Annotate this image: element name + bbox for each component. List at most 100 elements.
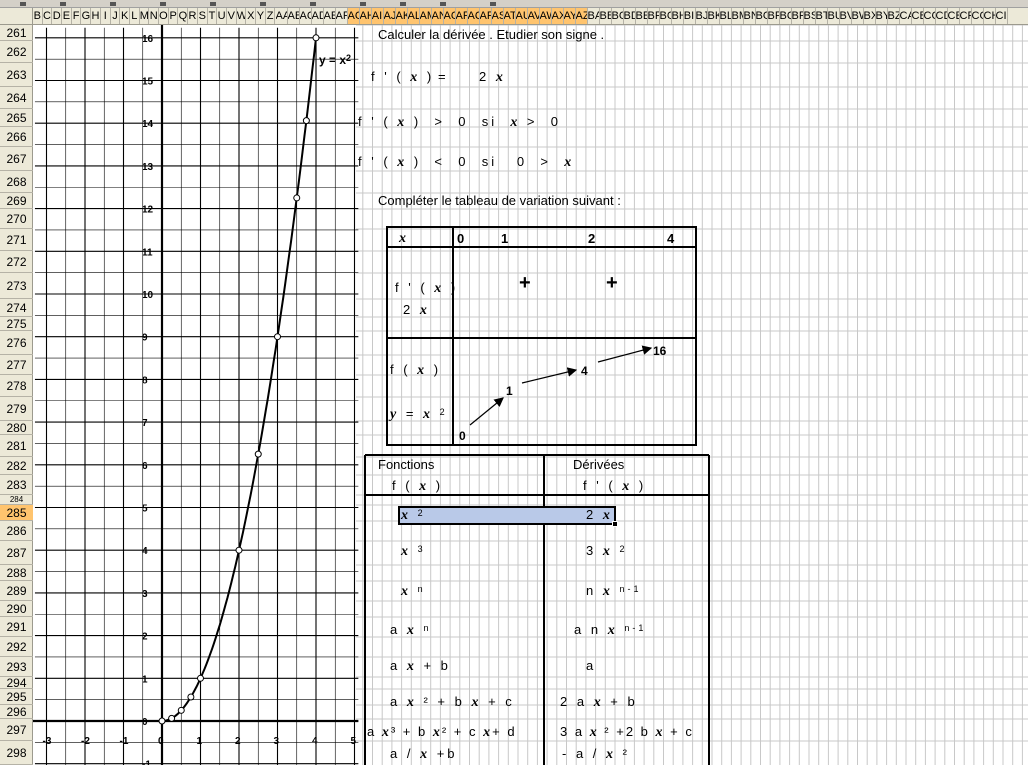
- row-header-cell[interactable]: 279: [0, 397, 33, 421]
- column-header-cell[interactable]: C: [43, 8, 53, 24]
- column-header-cell[interactable]: BU: [828, 8, 840, 24]
- column-header-cell[interactable]: BI: [684, 8, 696, 24]
- row-header-cell[interactable]: 298: [0, 741, 33, 765]
- column-header-cell[interactable]: AN: [431, 8, 444, 24]
- column-header-cell[interactable]: H: [91, 8, 101, 24]
- column-header-cell[interactable]: AB: [288, 8, 300, 24]
- column-header-cell[interactable]: W: [237, 8, 247, 24]
- column-header-cell[interactable]: AD: [312, 8, 324, 24]
- row-header-cell[interactable]: 263: [0, 63, 33, 87]
- column-header-cell[interactable]: Z: [266, 8, 276, 24]
- column-header-cell[interactable]: BX: [864, 8, 876, 24]
- row-header-cell[interactable]: 267: [0, 147, 33, 171]
- column-header-cell[interactable]: BB: [600, 8, 612, 24]
- row-header-cell[interactable]: 292: [0, 637, 33, 657]
- column-header-cell[interactable]: BS: [804, 8, 816, 24]
- column-header-cell[interactable]: AJ: [383, 8, 396, 24]
- row-header-cell[interactable]: 288: [0, 565, 33, 581]
- column-header-cell[interactable]: X: [246, 8, 257, 24]
- column-header-cell[interactable]: L: [130, 8, 140, 24]
- row-header-cell[interactable]: 285: [0, 505, 33, 521]
- column-header-cell[interactable]: BE: [636, 8, 648, 24]
- column-header-cell[interactable]: O: [159, 8, 169, 24]
- row-header-cell[interactable]: 271: [0, 229, 33, 251]
- column-header-cell[interactable]: BV: [840, 8, 852, 24]
- row-header-cell[interactable]: 290: [0, 601, 33, 617]
- row-header-cell[interactable]: 294: [0, 677, 33, 689]
- column-header-cell[interactable]: CI: [996, 8, 1008, 24]
- column-header-cell[interactable]: I: [101, 8, 111, 24]
- column-header-cell[interactable]: AE: [324, 8, 336, 24]
- row-header-cell[interactable]: 275: [0, 317, 33, 331]
- fill-handle[interactable]: [612, 521, 618, 527]
- row-header-cell[interactable]: 276: [0, 331, 33, 355]
- column-header-cell[interactable]: AH: [359, 8, 372, 24]
- column-header-cell[interactable]: AI: [371, 8, 384, 24]
- column-header-cell[interactable]: F: [72, 8, 82, 24]
- column-header-cell[interactable]: AU: [515, 8, 528, 24]
- select-all-corner[interactable]: [0, 8, 33, 24]
- row-header-cell[interactable]: 278: [0, 375, 33, 397]
- column-header-cell[interactable]: S: [198, 8, 208, 24]
- column-header-cell[interactable]: R: [188, 8, 198, 24]
- column-header-cell[interactable]: BJ: [696, 8, 708, 24]
- row-header-cell[interactable]: 289: [0, 581, 33, 601]
- column-header-cell[interactable]: P: [169, 8, 179, 24]
- column-header-cell[interactable]: AC: [300, 8, 312, 24]
- column-header-cell[interactable]: BO: [756, 8, 768, 24]
- column-header-cell[interactable]: AP: [455, 8, 468, 24]
- column-header-cell[interactable]: AV: [527, 8, 540, 24]
- column-header-cell[interactable]: BL: [720, 8, 732, 24]
- column-header-cell[interactable]: CA: [900, 8, 912, 24]
- row-header-cell[interactable]: 273: [0, 273, 33, 299]
- column-header-cell[interactable]: D: [52, 8, 63, 24]
- column-header-cell[interactable]: CH: [984, 8, 996, 24]
- column-header-cell[interactable]: AA: [276, 8, 288, 24]
- column-header-cell[interactable]: AR: [479, 8, 492, 24]
- row-header-cell[interactable]: 274: [0, 299, 33, 317]
- row-header-cell[interactable]: 284: [0, 495, 33, 505]
- column-header-cell[interactable]: BG: [660, 8, 672, 24]
- column-header-cell[interactable]: AW: [539, 8, 552, 24]
- column-header-cell[interactable]: AM: [419, 8, 432, 24]
- column-header-cell[interactable]: V: [227, 8, 237, 24]
- row-header-cell[interactable]: 283: [0, 475, 33, 495]
- row-header-cell[interactable]: 261: [0, 25, 33, 41]
- column-header-cell[interactable]: BD: [624, 8, 636, 24]
- column-header-cell[interactable]: BT: [816, 8, 828, 24]
- row-header-cell[interactable]: 268: [0, 171, 33, 193]
- column-header-cell[interactable]: BC: [612, 8, 624, 24]
- row-header-cell[interactable]: 264: [0, 87, 33, 109]
- column-header-cell[interactable]: M: [140, 8, 150, 24]
- column-header-cell[interactable]: CG: [972, 8, 984, 24]
- row-header-cell[interactable]: 277: [0, 355, 33, 375]
- row-header-cell[interactable]: 269: [0, 193, 33, 209]
- column-header-cell[interactable]: G: [82, 8, 92, 24]
- column-header-cell[interactable]: BZ: [888, 8, 900, 24]
- column-header-cell[interactable]: BY: [876, 8, 888, 24]
- column-header-cell[interactable]: Y: [256, 8, 266, 24]
- column-header-cell[interactable]: T: [208, 8, 218, 24]
- column-header-cell[interactable]: BH: [672, 8, 684, 24]
- column-header-cell[interactable]: AX: [551, 8, 564, 24]
- row-header-cell[interactable]: 272: [0, 251, 33, 273]
- column-header-cell[interactable]: AT: [503, 8, 516, 24]
- row-header-cell[interactable]: 280: [0, 421, 33, 435]
- column-header-cell[interactable]: CB: [912, 8, 924, 24]
- column-header-cell[interactable]: BN: [744, 8, 756, 24]
- column-header-cell[interactable]: J: [111, 8, 121, 24]
- column-header-cell[interactable]: BR: [792, 8, 804, 24]
- column-header-cell[interactable]: BM: [732, 8, 744, 24]
- column-header-cell[interactable]: AF: [336, 8, 348, 24]
- row-header-cell[interactable]: 297: [0, 719, 33, 741]
- row-header-cell[interactable]: 293: [0, 657, 33, 677]
- row-header-cell[interactable]: 287: [0, 541, 33, 565]
- column-header-cell[interactable]: N: [149, 8, 160, 24]
- column-header-cell[interactable]: BA: [588, 8, 600, 24]
- column-header-cell[interactable]: BP: [768, 8, 780, 24]
- column-header-cell[interactable]: BF: [648, 8, 660, 24]
- column-header-cell[interactable]: AO: [443, 8, 456, 24]
- row-header-cell[interactable]: 281: [0, 435, 33, 457]
- column-header-cell[interactable]: BK: [708, 8, 720, 24]
